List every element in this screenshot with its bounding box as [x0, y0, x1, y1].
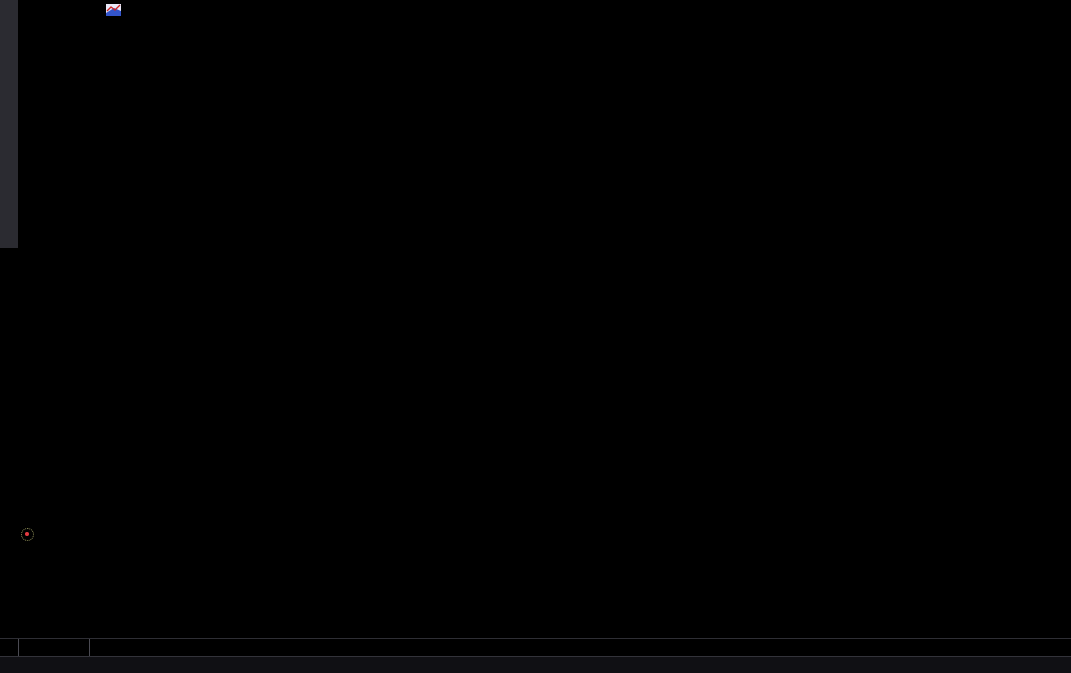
date-axis [0, 638, 1071, 657]
indicator-settings-icon[interactable] [21, 528, 34, 541]
chart-canvas[interactable] [0, 0, 1071, 640]
mini-chart-icon[interactable] [106, 4, 121, 16]
period-selector[interactable] [18, 639, 90, 656]
bottom-toolbar [0, 656, 1071, 673]
macd-header [90, 394, 122, 408]
chart-header [88, 0, 151, 20]
kdj-header [88, 528, 120, 542]
left-sidebar [0, 0, 18, 248]
